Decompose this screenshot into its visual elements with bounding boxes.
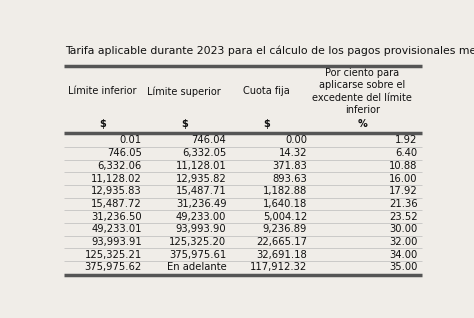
Text: 22,665.17: 22,665.17 — [256, 237, 307, 247]
Text: 12,935.83: 12,935.83 — [91, 186, 142, 196]
Text: 10.88: 10.88 — [389, 161, 418, 171]
Text: 0.00: 0.00 — [285, 135, 307, 146]
Text: 23.52: 23.52 — [389, 211, 418, 222]
Text: 1,640.18: 1,640.18 — [263, 199, 307, 209]
Text: Límite inferior: Límite inferior — [68, 86, 137, 96]
Text: 21.36: 21.36 — [389, 199, 418, 209]
Text: 9,236.89: 9,236.89 — [263, 224, 307, 234]
Text: 6.40: 6.40 — [395, 148, 418, 158]
Text: 1.92: 1.92 — [395, 135, 418, 146]
Text: 31,236.49: 31,236.49 — [176, 199, 227, 209]
Text: 125,325.21: 125,325.21 — [85, 250, 142, 260]
Text: 0.01: 0.01 — [120, 135, 142, 146]
Text: Por ciento para
aplicarse sobre el
excedente del límite
inferior: Por ciento para aplicarse sobre el exced… — [312, 68, 412, 115]
Text: 1,182.88: 1,182.88 — [263, 186, 307, 196]
Text: 12,935.82: 12,935.82 — [176, 174, 227, 183]
Text: 93,993.90: 93,993.90 — [176, 224, 227, 234]
Text: Tarifa aplicable durante 2023 para el cálculo de los pagos provisionales mensual: Tarifa aplicable durante 2023 para el cá… — [65, 45, 474, 56]
Text: En adelante: En adelante — [167, 262, 227, 273]
Text: 32,691.18: 32,691.18 — [256, 250, 307, 260]
Text: 31,236.50: 31,236.50 — [91, 211, 142, 222]
Text: 16.00: 16.00 — [389, 174, 418, 183]
Text: 117,912.32: 117,912.32 — [250, 262, 307, 273]
Text: 746.04: 746.04 — [191, 135, 227, 146]
Text: 35.00: 35.00 — [389, 262, 418, 273]
Text: 893.63: 893.63 — [273, 174, 307, 183]
Text: Cuota fija: Cuota fija — [244, 86, 290, 96]
Text: 49,233.00: 49,233.00 — [176, 211, 227, 222]
Text: 15,487.71: 15,487.71 — [176, 186, 227, 196]
Text: 93,993.91: 93,993.91 — [91, 237, 142, 247]
Text: $: $ — [99, 119, 106, 129]
Text: 746.05: 746.05 — [107, 148, 142, 158]
Text: 15,487.72: 15,487.72 — [91, 199, 142, 209]
Text: 371.83: 371.83 — [273, 161, 307, 171]
Text: 49,233.01: 49,233.01 — [91, 224, 142, 234]
Text: 6,332.05: 6,332.05 — [182, 148, 227, 158]
Text: 14.32: 14.32 — [279, 148, 307, 158]
Text: 5,004.12: 5,004.12 — [263, 211, 307, 222]
Text: 375,975.61: 375,975.61 — [169, 250, 227, 260]
Text: 11,128.01: 11,128.01 — [176, 161, 227, 171]
Text: 375,975.62: 375,975.62 — [85, 262, 142, 273]
Text: 125,325.20: 125,325.20 — [169, 237, 227, 247]
Text: 6,332.06: 6,332.06 — [98, 161, 142, 171]
Text: 30.00: 30.00 — [389, 224, 418, 234]
Text: 34.00: 34.00 — [389, 250, 418, 260]
Text: 32.00: 32.00 — [389, 237, 418, 247]
Text: $: $ — [181, 119, 188, 129]
Text: %: % — [357, 119, 367, 129]
Text: Límite superior: Límite superior — [147, 86, 221, 97]
Text: $: $ — [264, 119, 270, 129]
Text: 11,128.02: 11,128.02 — [91, 174, 142, 183]
Text: 17.92: 17.92 — [389, 186, 418, 196]
